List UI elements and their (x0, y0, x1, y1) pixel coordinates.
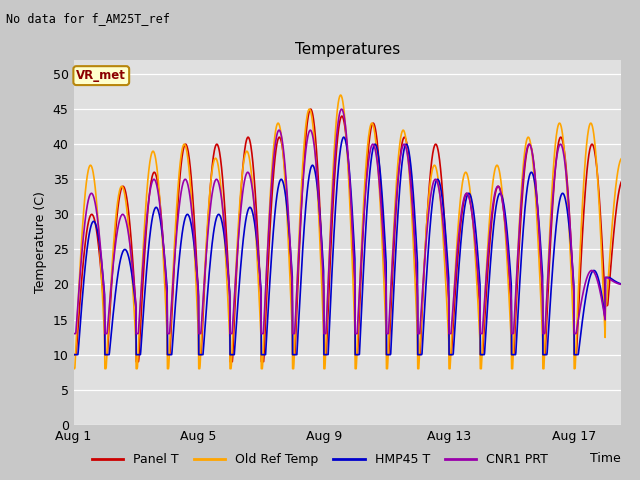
Y-axis label: Temperature (C): Temperature (C) (34, 192, 47, 293)
Text: Time: Time (590, 452, 621, 465)
Text: No data for f_AM25T_ref: No data for f_AM25T_ref (6, 12, 170, 25)
Legend: Panel T, Old Ref Temp, HMP45 T, CNR1 PRT: Panel T, Old Ref Temp, HMP45 T, CNR1 PRT (87, 448, 553, 471)
Title: Temperatures: Temperatures (294, 42, 400, 58)
Text: VR_met: VR_met (76, 69, 126, 82)
